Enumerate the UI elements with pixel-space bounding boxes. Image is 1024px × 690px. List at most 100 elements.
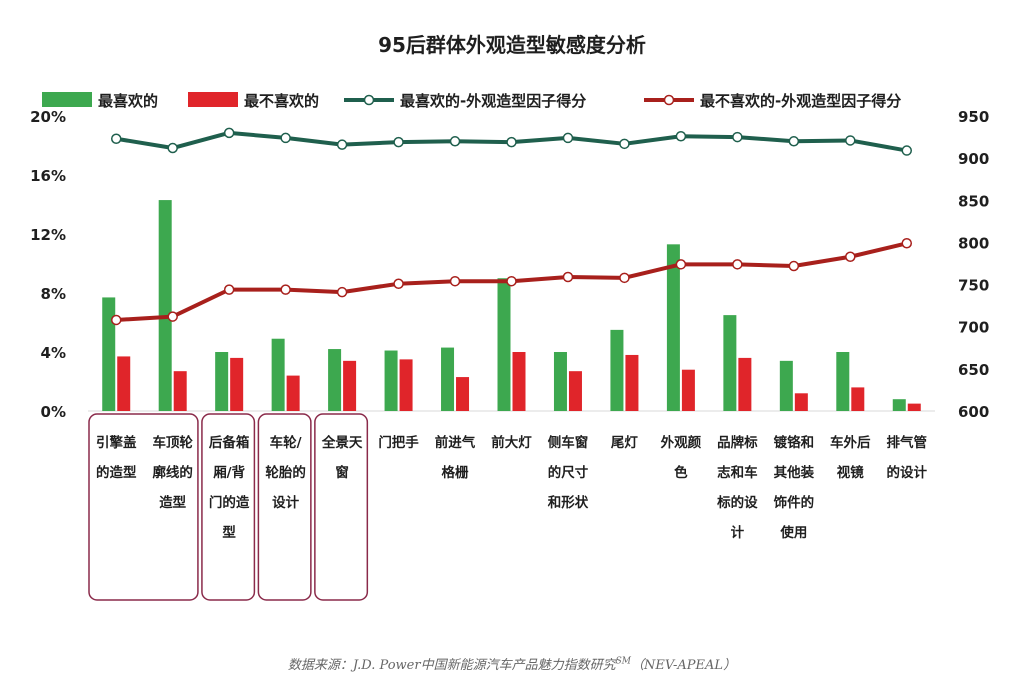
line-point-0-14	[901, 145, 913, 156]
chart-title: 95后群体外观造型敏感度分析	[378, 33, 646, 57]
highlight-box-3	[314, 413, 369, 601]
y-right-tick-3: 750	[958, 277, 989, 295]
y-left-tick-1: 4%	[41, 344, 66, 362]
line-point-1-10	[675, 259, 687, 270]
category-label-4-1: 窗	[335, 464, 349, 481]
category-label-13-0: 车外后	[830, 434, 871, 451]
y-right-tick-5: 850	[958, 192, 989, 210]
y-right-tick-1: 650	[958, 361, 989, 379]
line-point-0-4	[336, 139, 348, 150]
source-note: 数据来源：J.D. Power中国新能源汽车产品魅力指数研究SM（NEV-APE…	[0, 654, 1024, 673]
bar-liked-2	[215, 352, 229, 411]
legend-label-3: 最不喜欢的-外观造型因子得分	[700, 92, 901, 110]
bar-liked-7	[497, 278, 511, 411]
source-suffix: （NEV-APEAL）	[630, 658, 737, 673]
category-label-10-1: 色	[674, 464, 688, 481]
bar-disliked-0	[117, 356, 131, 411]
category-label-2-1: 厢/背	[213, 464, 245, 481]
line-point-0-5	[393, 136, 404, 148]
line-point-1-2	[223, 284, 235, 295]
category-label-3-1: 轮胎的	[265, 464, 306, 481]
category-label-3-0: 车轮/	[270, 434, 302, 451]
category-label-11-2: 标的设	[716, 494, 758, 511]
line-point-0-13	[845, 135, 856, 146]
bar-disliked-3	[286, 375, 300, 411]
line-point-0-8	[562, 132, 574, 144]
category-label-12-0: 镀铬和	[774, 434, 815, 451]
line-point-0-12	[788, 136, 800, 147]
line-point-0-0	[110, 133, 122, 145]
category-label-12-2: 饰件的	[774, 494, 815, 511]
bar-disliked-4	[343, 360, 357, 411]
bar-liked-8	[553, 352, 567, 411]
category-label-11-3: 计	[731, 524, 745, 541]
y-right-tick-7: 950	[958, 108, 989, 126]
category-label-7-0: 前大灯	[491, 434, 532, 451]
line-point-1-11	[732, 259, 743, 270]
y-right-tick-0: 600	[958, 403, 989, 421]
bar-disliked-10	[681, 369, 695, 411]
line-point-0-7	[506, 136, 517, 148]
y-left-tick-3: 12%	[30, 226, 66, 244]
source-sup: SM	[615, 656, 631, 667]
category-label-1-2: 造型	[159, 494, 186, 511]
bar-liked-1	[158, 200, 172, 411]
line-point-1-5	[393, 278, 404, 289]
line-point-1-3	[280, 284, 291, 295]
bar-liked-11	[723, 315, 737, 411]
legend-label-1: 最不喜欢的	[244, 92, 319, 110]
category-label-14-1: 的设计	[887, 464, 928, 481]
line-point-1-1	[167, 311, 178, 322]
bar-disliked-2	[230, 357, 244, 411]
line-point-0-10	[675, 130, 687, 142]
line-point-1-13	[845, 251, 856, 263]
line-point-1-6	[449, 275, 461, 287]
category-label-10-0: 外观颜	[661, 434, 702, 451]
bar-disliked-7	[512, 352, 526, 411]
legend-marker-3	[663, 94, 675, 106]
bar-liked-6	[441, 347, 455, 411]
bar-disliked-11	[738, 357, 752, 411]
y-left-tick-5: 20%	[30, 108, 66, 126]
legend-label-2: 最喜欢的-外观造型因子得分	[400, 92, 586, 110]
y-right-tick-2: 700	[958, 319, 989, 337]
legend-marker-2	[363, 94, 375, 106]
y-left-tick-0: 0%	[41, 403, 66, 421]
highlight-box-0	[88, 413, 199, 601]
line-point-0-9	[619, 138, 630, 150]
bar-disliked-6	[456, 377, 470, 411]
category-label-13-1: 视镜	[837, 464, 864, 481]
category-label-3-2: 设计	[272, 494, 299, 511]
category-label-8-2: 和形状	[548, 494, 589, 511]
line-point-1-9	[619, 272, 630, 284]
bar-liked-12	[779, 360, 793, 411]
bar-liked-4	[328, 349, 342, 411]
y-right-tick-4: 800	[958, 234, 989, 252]
bar-disliked-13	[851, 387, 865, 411]
bar-disliked-1	[173, 371, 187, 411]
category-label-1-0: 车顶轮	[152, 434, 193, 451]
bar-liked-10	[666, 244, 680, 411]
category-label-6-1: 格栅	[442, 464, 469, 481]
y-left-tick-2: 8%	[41, 285, 66, 303]
category-label-6-0: 前进气	[435, 434, 476, 451]
category-label-0-0: 引擎盖	[96, 434, 137, 451]
legend-swatch-1	[188, 92, 238, 107]
line-point-0-11	[732, 131, 743, 143]
line-point-1-4	[336, 286, 348, 298]
category-label-5-0: 门把手	[378, 434, 419, 451]
line-point-1-14	[901, 238, 913, 249]
category-label-8-1: 的尺寸	[548, 464, 589, 481]
line-point-1-8	[562, 271, 574, 283]
bar-liked-5	[384, 350, 398, 411]
line-point-0-2	[223, 127, 235, 139]
bar-disliked-9	[625, 354, 639, 411]
bar-disliked-8	[568, 371, 582, 411]
line-point-1-7	[506, 275, 517, 287]
bar-liked-3	[271, 338, 285, 411]
line-point-1-0	[110, 314, 122, 326]
bar-liked-9	[610, 329, 624, 411]
category-label-12-1: 其他装	[774, 464, 815, 481]
